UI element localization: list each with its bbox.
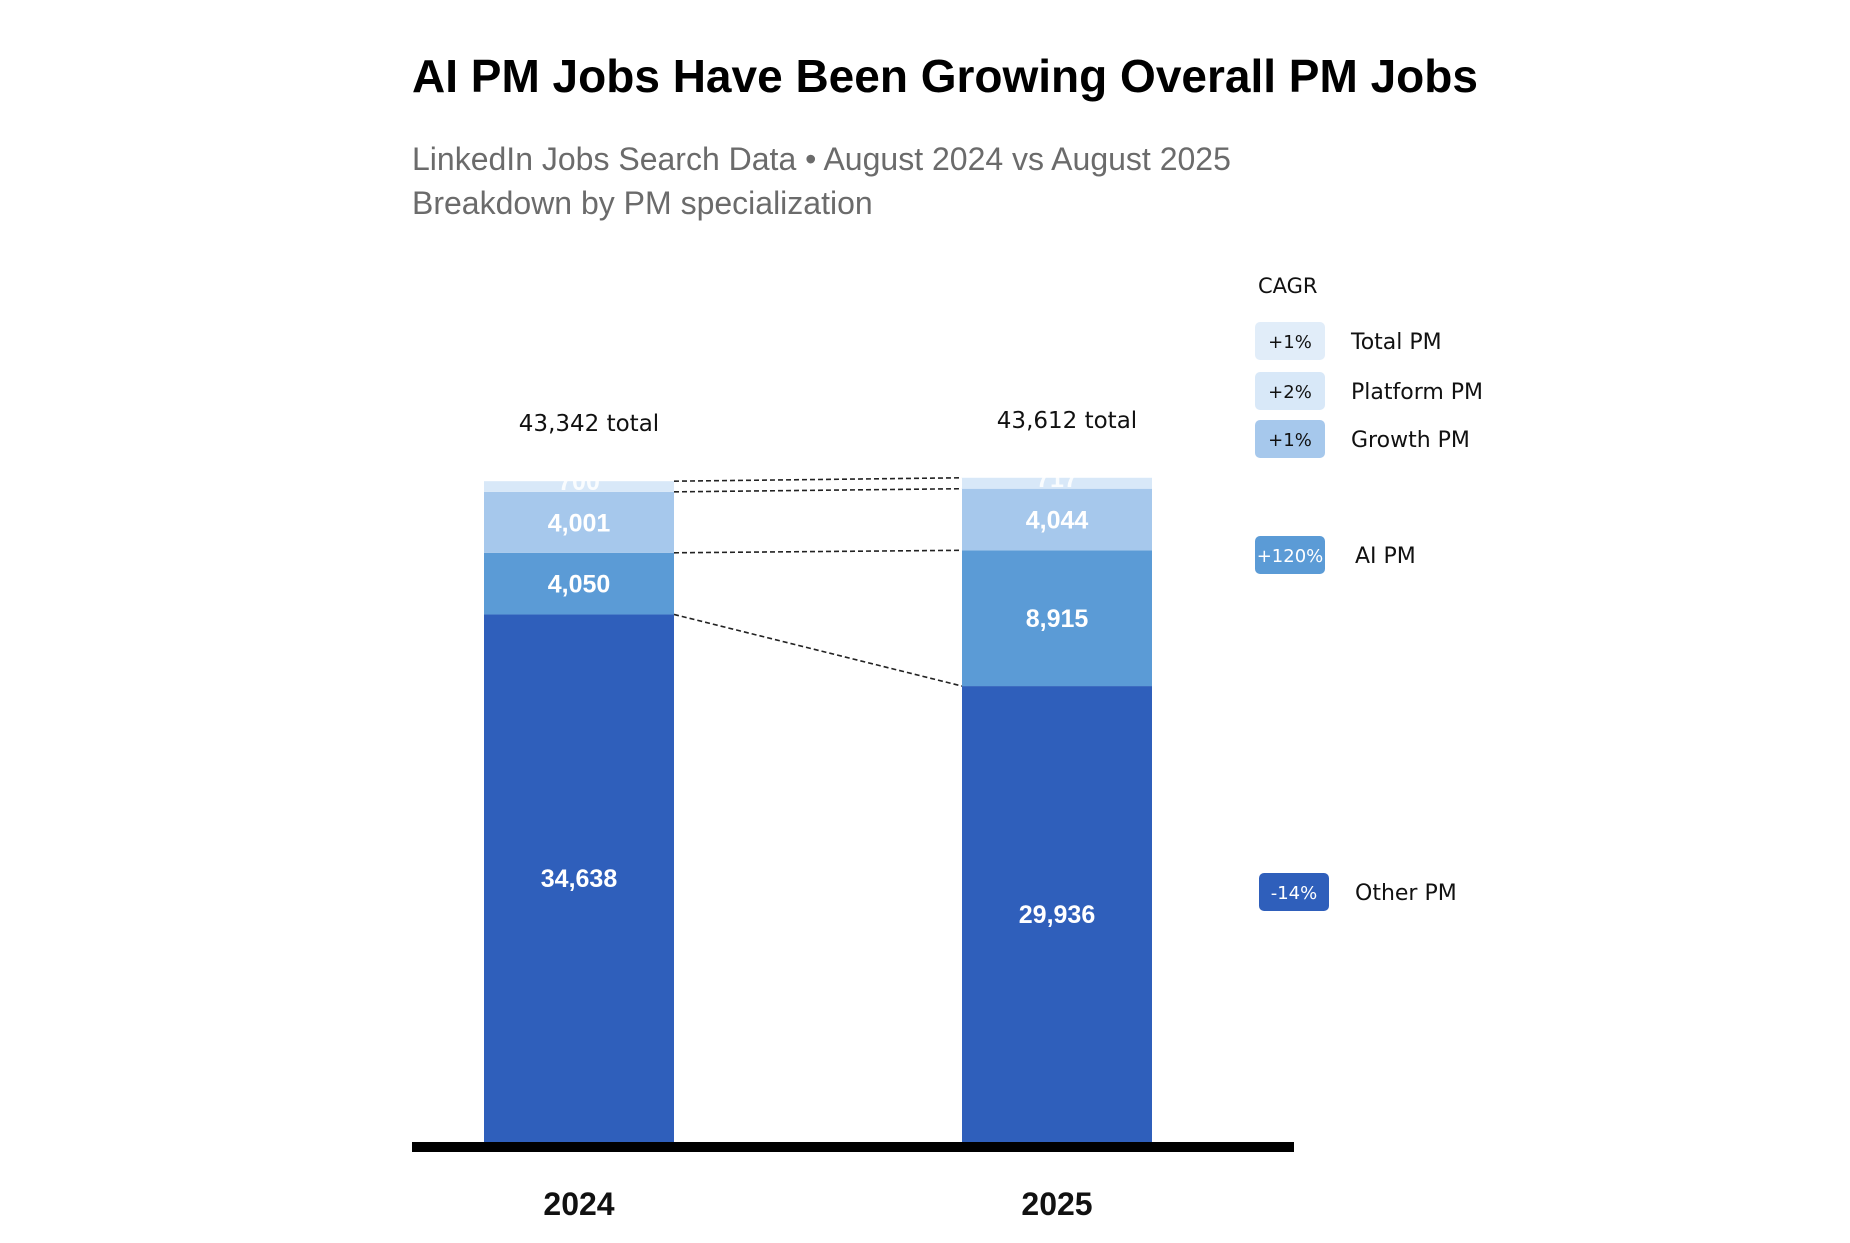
legend-cagr-badge: [1255, 420, 1325, 458]
bar-segment-other-pm-2024: [484, 614, 674, 1142]
legend-cagr-value: +1%: [1268, 430, 1312, 451]
bar-segment-growth-pm-2024: [484, 491, 674, 553]
segment-connector-line: [673, 476, 963, 482]
legend-series-name: AI PM: [1355, 544, 1416, 569]
segment-value-label: 700: [558, 468, 600, 496]
segment-value-label: 8,915: [1026, 605, 1089, 633]
legend-cagr-badge: [1259, 873, 1329, 911]
bar-segment-other-pm-2025: [962, 686, 1152, 1142]
legend-cagr-badge: [1255, 372, 1325, 410]
legend-series-name: Total PM: [1350, 330, 1442, 355]
segment-connector-lines: [673, 476, 963, 687]
bar-segment-ai-pm-2025: [962, 550, 1152, 687]
segment-value-label: 4,044: [1026, 507, 1089, 535]
chart-subtitle-line-1: LinkedIn Jobs Search Data • August 2024 …: [412, 141, 1231, 177]
legend-header: CAGR: [1258, 274, 1318, 298]
legend-series-name: Platform PM: [1351, 380, 1483, 405]
chart-title: AI PM Jobs Have Been Growing Overall PM …: [412, 50, 1478, 102]
segment-connector-line: [673, 613, 963, 687]
segment-value-label: 34,638: [541, 865, 618, 893]
segment-connector-line: [673, 549, 963, 554]
bar-total-label: 43,342 total: [519, 411, 659, 437]
legend-cagr-value: +120%: [1257, 546, 1324, 567]
segment-value-label: 717: [1036, 465, 1078, 493]
chart-subtitle-line-2: Breakdown by PM specialization: [412, 185, 873, 221]
legend-cagr-value: +1%: [1268, 332, 1312, 353]
segment-value-label: 4,001: [548, 509, 611, 537]
bar-segment-growth-pm-2025: [962, 488, 1152, 551]
x-axis-category-labels: 2024 2025: [543, 1186, 1092, 1222]
bar-segment-platform-pm-2024: [484, 481, 674, 492]
bar-total-label: 43,612 total: [997, 408, 1137, 434]
x-axis-category-label: 2024: [543, 1186, 614, 1222]
legend-cagr-badge: [1255, 536, 1325, 574]
bar-segment-ai-pm-2024: [484, 552, 674, 615]
legend-cagr-value: -14%: [1271, 883, 1318, 904]
segment-value-label: 29,936: [1019, 901, 1095, 929]
x-axis-baseline: [412, 1142, 1294, 1152]
x-axis-category-label: 2025: [1021, 1186, 1092, 1222]
bar-segment-platform-pm-2025: [962, 477, 1152, 489]
legend-cagr-badge: [1255, 322, 1325, 360]
cagr-legend: CAGR +1% Total PM +2% Platform PM +1% Growth …: [1255, 274, 1483, 911]
legend-series-name: Other PM: [1355, 881, 1457, 906]
segment-value-label: 4,050: [548, 571, 611, 599]
bar-total-labels: 43,342 total 43,612 total: [519, 408, 1137, 437]
legend-cagr-value: +2%: [1268, 382, 1312, 403]
segment-connector-line: [673, 487, 963, 493]
legend-series-name: Growth PM: [1351, 428, 1470, 453]
bar-stacks: 34,638 4,050 4,001 700 29,936 8,915 4,044 717: [484, 465, 1152, 1142]
